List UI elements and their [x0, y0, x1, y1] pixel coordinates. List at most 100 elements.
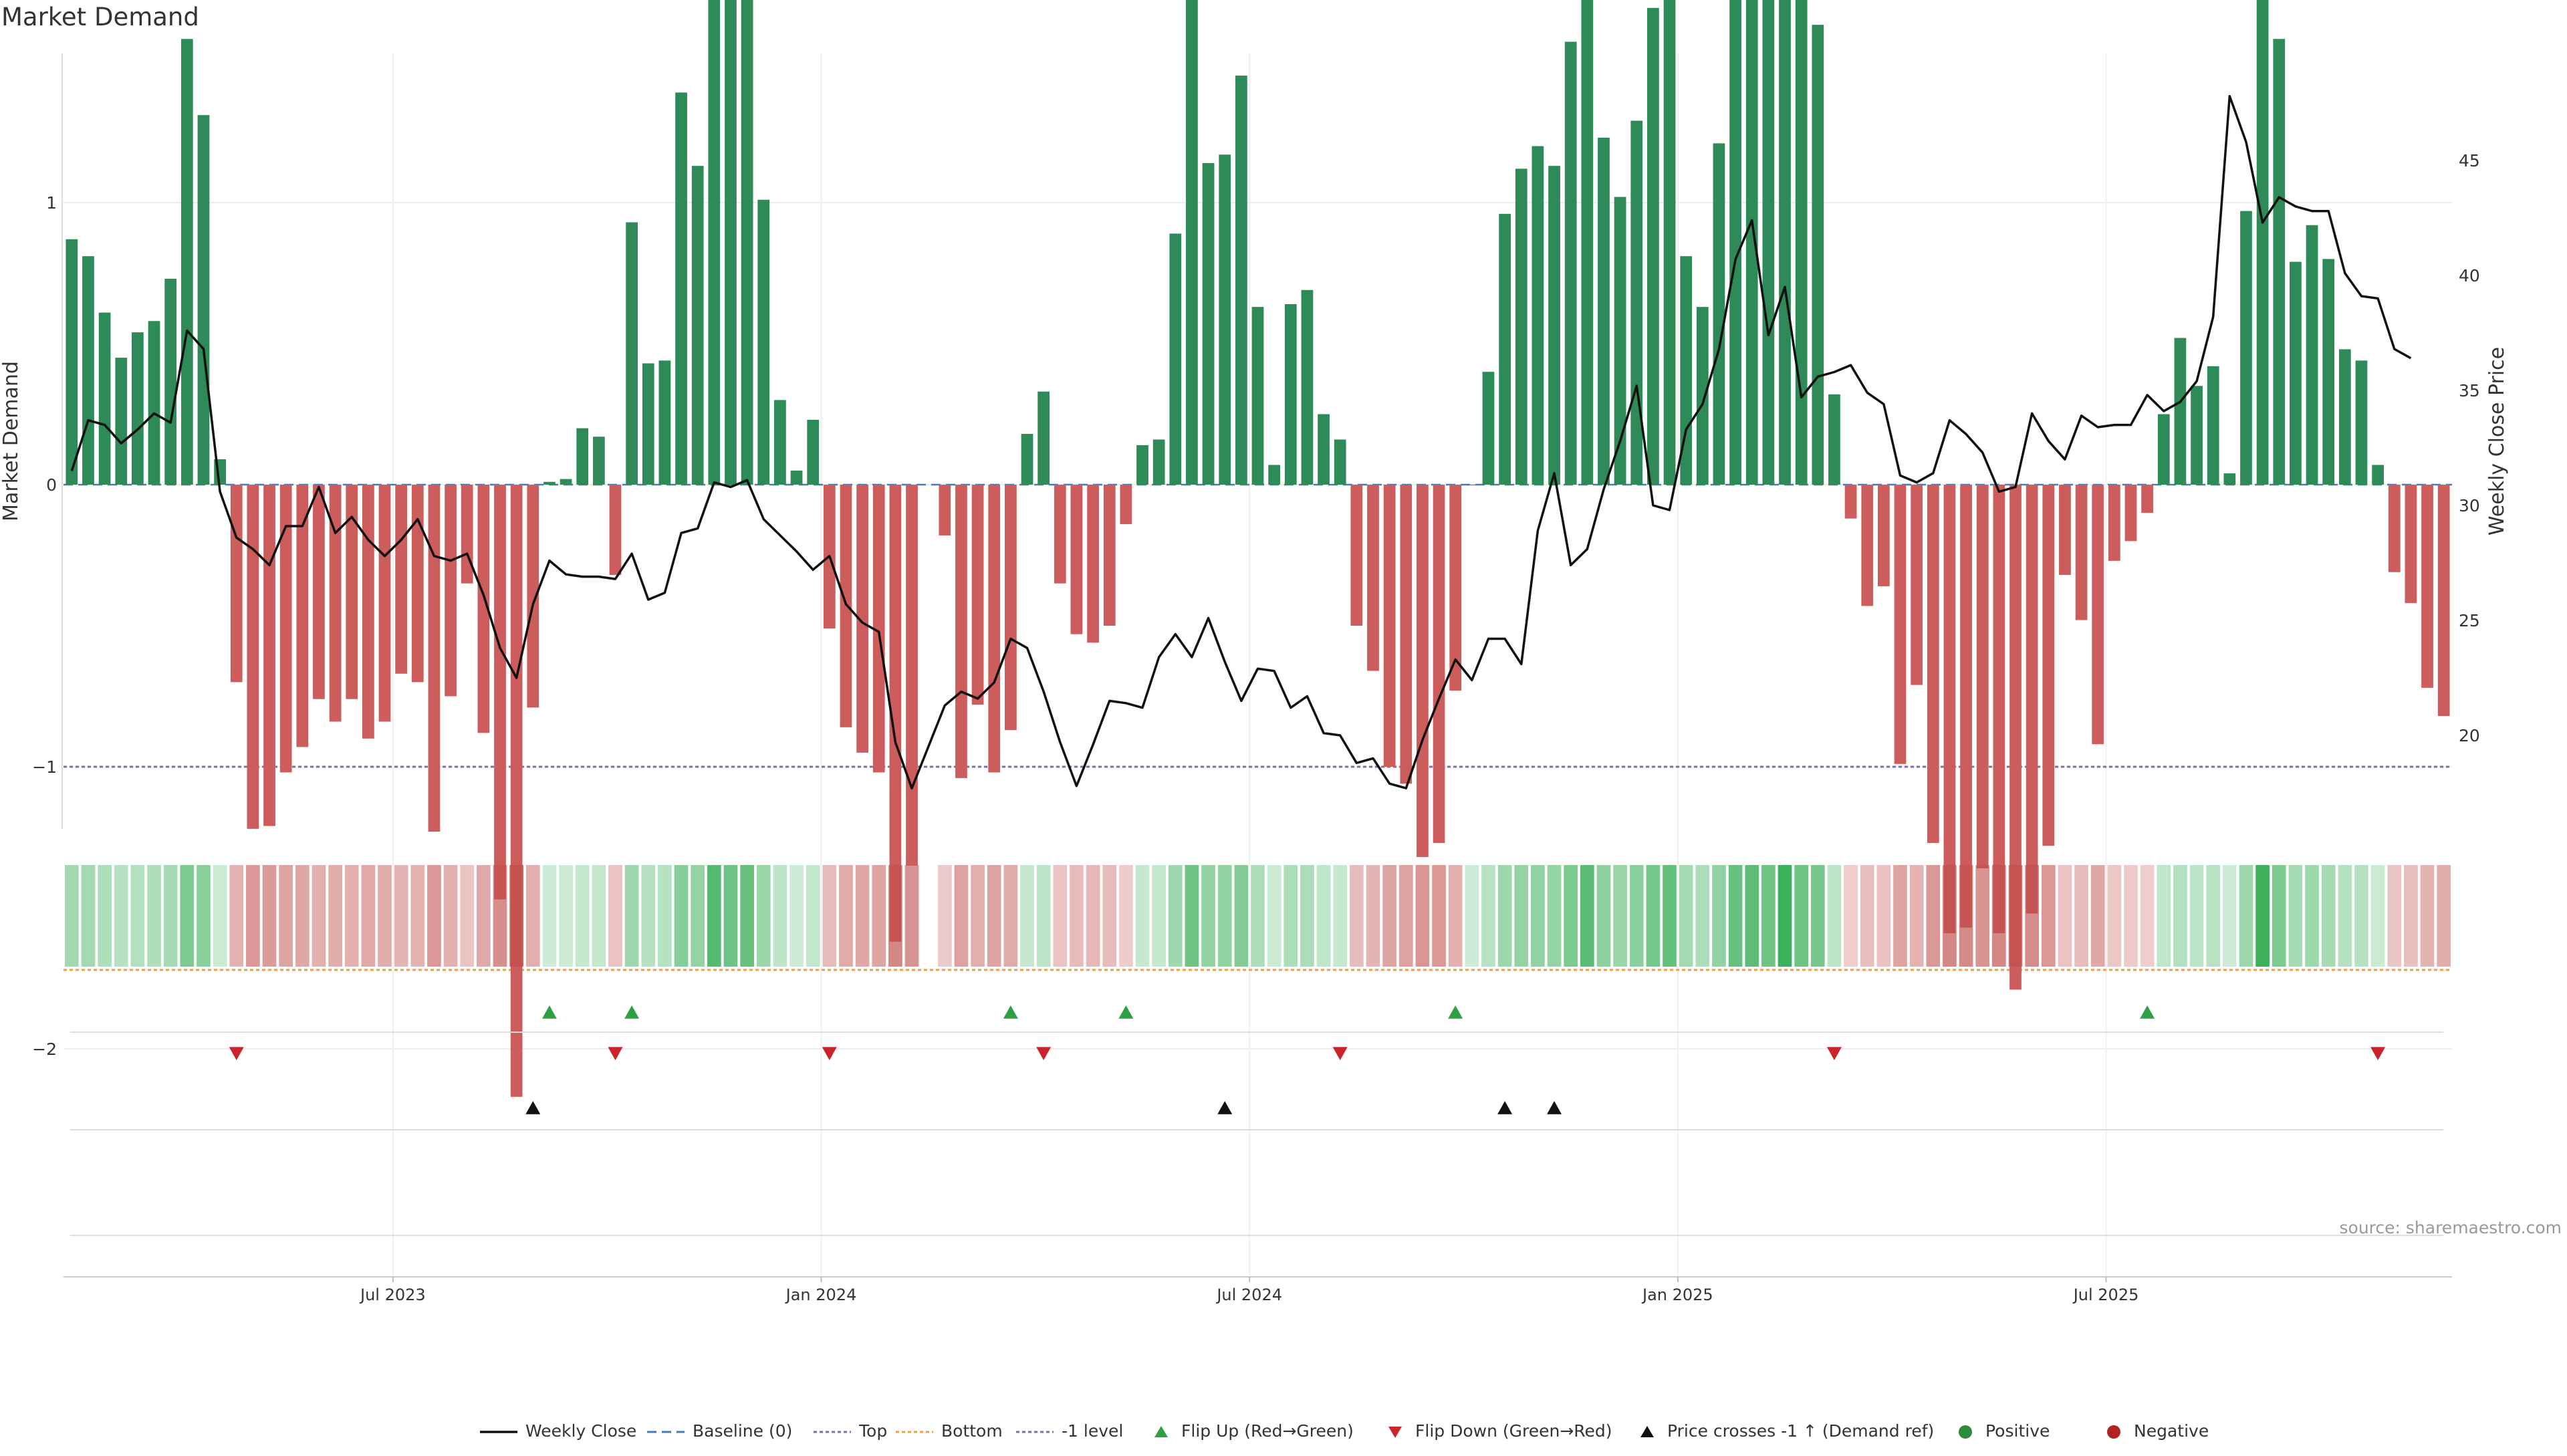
demand-bar — [411, 485, 424, 683]
heat-strip-cell — [81, 865, 96, 967]
demand-bar — [592, 437, 605, 485]
demand-bar — [906, 485, 918, 866]
chart-legend: Weekly Close Baseline (0) Top Bottom -1 leve… — [0, 1419, 2567, 1456]
demand-bar — [329, 485, 342, 722]
demand-bar — [560, 479, 572, 485]
heat-strip-cell — [1152, 865, 1167, 967]
heat-strip-cell — [1135, 865, 1150, 967]
heat-strip-cell — [1432, 865, 1446, 967]
heat-strip-cell — [658, 865, 672, 967]
heat-strip-cell — [1679, 865, 1693, 967]
heat-strip-cell — [1580, 865, 1594, 967]
legend-label: Bottom — [941, 1421, 1003, 1441]
demand-bar — [1449, 485, 1462, 691]
demand-bar — [642, 363, 654, 485]
heat-strip-cell — [1745, 865, 1759, 967]
demand-bar — [1812, 25, 1824, 485]
demand-bar — [2355, 360, 2368, 485]
demand-bar — [2124, 485, 2137, 541]
heat-strip-cell — [312, 865, 326, 967]
flip-up-marker — [2140, 1005, 2155, 1019]
heat-strip-cell — [987, 865, 1001, 967]
demand-bar — [1598, 137, 1610, 485]
y-tick-label: 0 — [46, 475, 57, 495]
x-tick-label: Jul 2023 — [359, 1286, 426, 1304]
heat-strip-cell — [2404, 865, 2418, 967]
heat-strip-cell — [477, 865, 491, 967]
demand-bar — [1564, 41, 1577, 485]
demand-bar — [230, 485, 243, 683]
demand-bar — [2388, 485, 2401, 572]
heat-strip-cell — [1053, 865, 1068, 967]
heat-strip-cell — [328, 865, 342, 967]
heat-strip-cell — [789, 865, 804, 967]
demand-bar — [1251, 307, 1264, 485]
demand-bar — [494, 485, 506, 900]
demand-bar — [1334, 439, 1346, 485]
heat-strip-cell — [2189, 865, 2204, 967]
heat-strip-cell — [971, 865, 985, 967]
demand-bar — [609, 485, 622, 576]
demand-bar — [1482, 372, 1495, 485]
legend-symbol — [1959, 1425, 1972, 1439]
price-cross-marker — [525, 1101, 541, 1114]
legend-label: Price crosses -1 ↑ (Demand ref) — [1667, 1421, 1935, 1441]
legend-symbol — [1640, 1426, 1654, 1437]
demand-bar — [2240, 211, 2252, 485]
demand-bar — [2191, 386, 2203, 485]
flip-down-marker — [1036, 1047, 1052, 1060]
legend-symbol — [2107, 1425, 2120, 1439]
demand-bar — [939, 485, 951, 535]
demand-bar — [1532, 146, 1544, 485]
heat-strip-cell — [1827, 865, 1842, 967]
y-tick-label: −2 — [32, 1040, 57, 1059]
heat-strip-cell — [2222, 865, 2237, 967]
demand-bar — [2075, 485, 2088, 620]
demand-bar — [1943, 485, 1956, 933]
demand-bar — [247, 485, 259, 829]
price-cross-marker — [1217, 1101, 1233, 1114]
heat-strip-cell — [2173, 865, 2187, 967]
demand-bar — [2273, 39, 2286, 485]
demand-bar — [445, 485, 457, 697]
heat-strip-cell — [1349, 865, 1364, 967]
heat-strip-cell — [1070, 865, 1084, 967]
heat-strip-cell — [1497, 865, 1512, 967]
heat-strip-cell — [1909, 865, 1924, 967]
heat-strip-cell — [295, 865, 310, 967]
heat-strip-cell — [756, 865, 771, 967]
flip-down-marker — [2370, 1047, 2386, 1060]
heat-strip-cell — [1876, 865, 1891, 967]
heat-strip-cell — [1794, 865, 1809, 967]
heat-strip-cell — [1217, 865, 1232, 967]
legend-symbol — [480, 1431, 517, 1433]
heat-strip-cell — [64, 865, 79, 967]
heat-strip-cell — [855, 865, 870, 967]
heat-strip-cell — [1284, 865, 1298, 967]
demand-bar — [1186, 0, 1198, 485]
demand-bar — [1005, 485, 1017, 731]
heat-strip-cell — [641, 865, 656, 967]
demand-bar — [428, 485, 441, 832]
demand-bar — [1828, 394, 1840, 485]
heat-strip-cell — [246, 865, 260, 967]
y2-tick-label: 40 — [2459, 266, 2480, 285]
legend-label: Baseline (0) — [693, 1421, 793, 1441]
flip-up-marker — [1448, 1005, 1463, 1019]
demand-bar — [971, 485, 984, 705]
heat-strip-cell — [2157, 865, 2171, 967]
heat-strip-cell — [592, 865, 606, 967]
demand-bar — [2421, 485, 2433, 688]
heat-strip-cell — [2058, 865, 2072, 967]
demand-bar — [889, 485, 902, 942]
heat-strip-cell — [1728, 865, 1743, 967]
demand-bar — [2338, 349, 2351, 485]
demand-bar — [346, 485, 358, 699]
price-cross-marker — [1547, 1101, 1562, 1114]
y2-tick-label: 35 — [2459, 381, 2480, 400]
heat-strip-cell — [1992, 865, 2006, 967]
heat-strip-cell — [1185, 865, 1199, 967]
heat-strip-cell — [2437, 865, 2451, 967]
heat-strip-cell — [1003, 865, 1018, 967]
